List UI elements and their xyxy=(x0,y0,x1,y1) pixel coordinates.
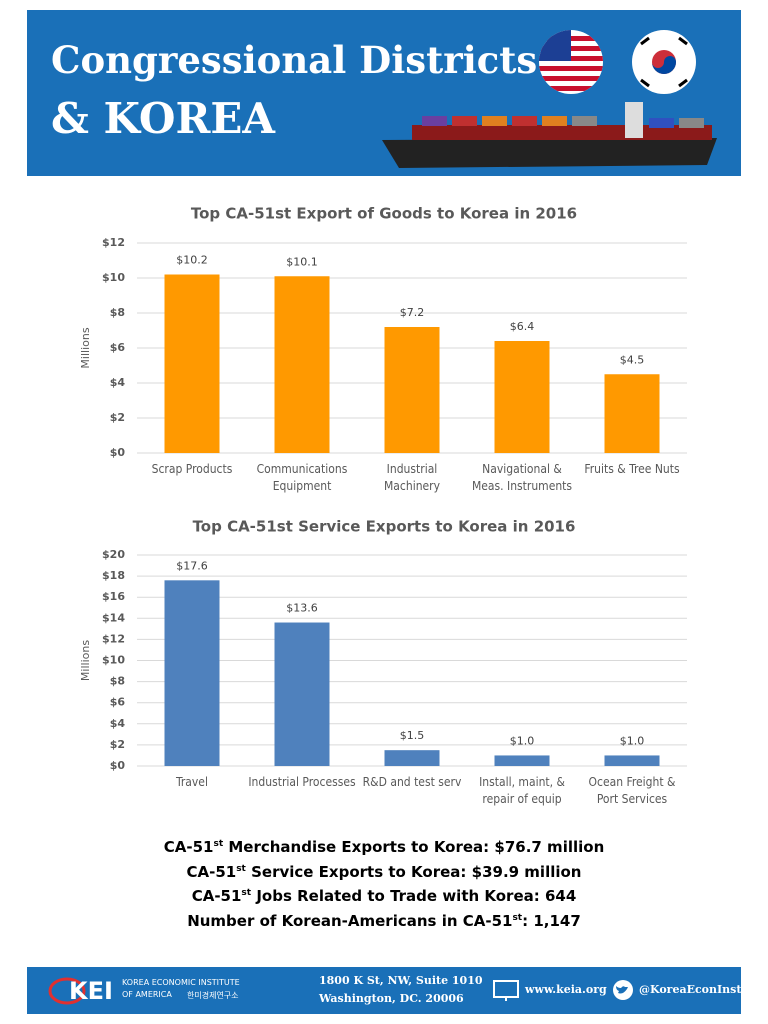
title-line-2: & KOREA xyxy=(51,94,276,143)
y-tick-label: $4 xyxy=(110,717,126,730)
x-tick-label-box: Scrap Products xyxy=(151,462,233,476)
address-line-2: Washington, DC. 20006 xyxy=(319,992,464,1005)
y-tick-label: $20 xyxy=(102,548,125,561)
stat-prefix: Number of Korean-Americans in CA-51 xyxy=(187,911,513,930)
value-label: $7.2 xyxy=(400,306,425,319)
x-tick-label: Ocean Freight & Port Services xyxy=(588,775,676,806)
stat-superscript: st xyxy=(213,839,224,849)
bar xyxy=(164,274,220,453)
kei-logo-mark xyxy=(48,977,86,1005)
x-tick-label: Industrial Machinery xyxy=(383,462,441,493)
value-label: $1.0 xyxy=(510,734,535,747)
logo-text: KEI xyxy=(69,977,113,1005)
x-tick-label: Industrial Processes xyxy=(248,775,356,789)
x-tick-label: Communications Equipment xyxy=(256,462,348,493)
value-label: $4.5 xyxy=(620,353,645,366)
value-label: $1.5 xyxy=(400,729,425,742)
web-icon xyxy=(493,980,519,1001)
bar xyxy=(274,622,330,766)
bar xyxy=(384,327,440,453)
x-tick-label-box: Ocean Freight & Port Services xyxy=(588,775,676,806)
bar xyxy=(274,276,330,453)
value-label: $6.4 xyxy=(510,320,535,333)
x-tick-label: R&D and test serv xyxy=(362,775,462,789)
x-tick-label-box: Install, maint, & repair of equip xyxy=(479,775,565,806)
stat-superscript: st xyxy=(241,888,252,898)
header-art xyxy=(382,30,717,168)
stat-superscript: st xyxy=(512,912,523,923)
y-tick-label: $16 xyxy=(102,590,125,603)
address-line-1: 1800 K St, NW, Suite 1010 xyxy=(319,974,483,987)
stat-line: Number of Korean-Americans in CA-51st: 1… xyxy=(0,909,768,934)
x-tick-label: Travel xyxy=(176,775,208,789)
y-tick-label: $10 xyxy=(102,271,125,284)
value-label: $17.6 xyxy=(176,559,208,572)
title-line-1: Congressional Districts xyxy=(51,38,538,82)
stat-prefix: CA-51 xyxy=(163,838,214,856)
stats: CA-51st Merchandise Exports to Korea: $7… xyxy=(0,835,768,933)
bar xyxy=(494,341,550,453)
stat-prefix: CA-51 xyxy=(191,887,242,905)
stat-text: Merchandise Exports to Korea: $76.7 mill… xyxy=(223,838,605,856)
y-tick-label: $4 xyxy=(110,376,126,389)
x-tick-label-box: Travel xyxy=(176,775,208,789)
stat-prefix: CA-51 xyxy=(186,862,237,881)
stat-text: Service Exports to Korea: $39.9 million xyxy=(245,862,582,881)
y-tick-label: $0 xyxy=(110,759,126,772)
x-tick-label-box: R&D and test serv xyxy=(362,775,462,789)
twitter-handle[interactable]: @KoreaEconInst xyxy=(639,983,742,996)
bar xyxy=(494,755,550,766)
x-tick-label-box: Communications Equipment xyxy=(256,462,348,493)
y-tick-label: $2 xyxy=(110,411,125,424)
y-tick-label: $18 xyxy=(102,569,125,582)
bar xyxy=(164,580,220,766)
stat-superscript: st xyxy=(236,863,246,874)
value-label: $10.1 xyxy=(286,255,318,268)
x-tick-label-box: Fruits & Tree Nuts xyxy=(584,462,680,476)
y-tick-label: $2 xyxy=(110,738,125,751)
y-tick-label: $0 xyxy=(110,446,126,459)
y-tick-label: $6 xyxy=(110,696,126,709)
stat-line: CA-51st Service Exports to Korea: $39.9 … xyxy=(0,860,768,885)
y-tick-label: $8 xyxy=(110,306,125,319)
y-tick-label: $12 xyxy=(102,236,125,249)
footer: KEI KOREA ECONOMIC INSTITUTE OF AMERICA … xyxy=(27,967,741,1014)
y-tick-label: $8 xyxy=(110,675,125,688)
x-tick-label-box: Navigational & Meas. Instruments xyxy=(471,462,573,493)
stat-text: : 1,147 xyxy=(522,911,581,930)
org-line-2: OF AMERICA xyxy=(122,990,172,999)
x-tick-label: Scrap Products xyxy=(151,462,233,476)
x-tick-label-box: Industrial Processes xyxy=(248,775,356,789)
stat-line: CA-51st Jobs Related to Trade with Korea… xyxy=(0,884,768,909)
stat-line: CA-51st Merchandise Exports to Korea: $7… xyxy=(0,835,768,860)
y-tick-label: $12 xyxy=(102,632,125,645)
chart-title: Top CA-51st Export of Goods to Korea in … xyxy=(191,205,577,223)
x-tick-label: Fruits & Tree Nuts xyxy=(584,462,680,476)
y-tick-label: $6 xyxy=(110,341,126,354)
twitter-icon xyxy=(613,980,633,1000)
header-banner: Congressional Districts & KOREA xyxy=(27,10,741,176)
charts: Top CA-51st Export of Goods to Korea in … xyxy=(79,205,687,806)
org-line-1: KOREA ECONOMIC INSTITUTE xyxy=(122,978,240,987)
website[interactable]: www.keia.org xyxy=(525,983,607,996)
x-tick-label: Install, maint, & repair of equip xyxy=(479,775,565,806)
chart-title: Top CA-51st Service Exports to Korea in … xyxy=(193,518,576,536)
bar xyxy=(604,755,660,766)
x-tick-label-box: Industrial Machinery xyxy=(383,462,441,493)
bar xyxy=(604,374,660,453)
value-label: $10.2 xyxy=(176,254,208,267)
x-tick-label: Navigational & Meas. Instruments xyxy=(471,462,573,493)
y-tick-label: $14 xyxy=(102,611,125,624)
y-axis-title: Millions xyxy=(79,327,92,368)
stat-text: Jobs Related to Trade with Korea: 644 xyxy=(251,887,577,905)
bar xyxy=(384,750,440,766)
value-label: $1.0 xyxy=(620,734,645,747)
y-tick-label: $10 xyxy=(102,654,125,667)
value-label: $13.6 xyxy=(286,602,318,615)
y-axis-title: Millions xyxy=(79,640,92,681)
org-korean: 한미경제연구소 xyxy=(187,991,239,1000)
